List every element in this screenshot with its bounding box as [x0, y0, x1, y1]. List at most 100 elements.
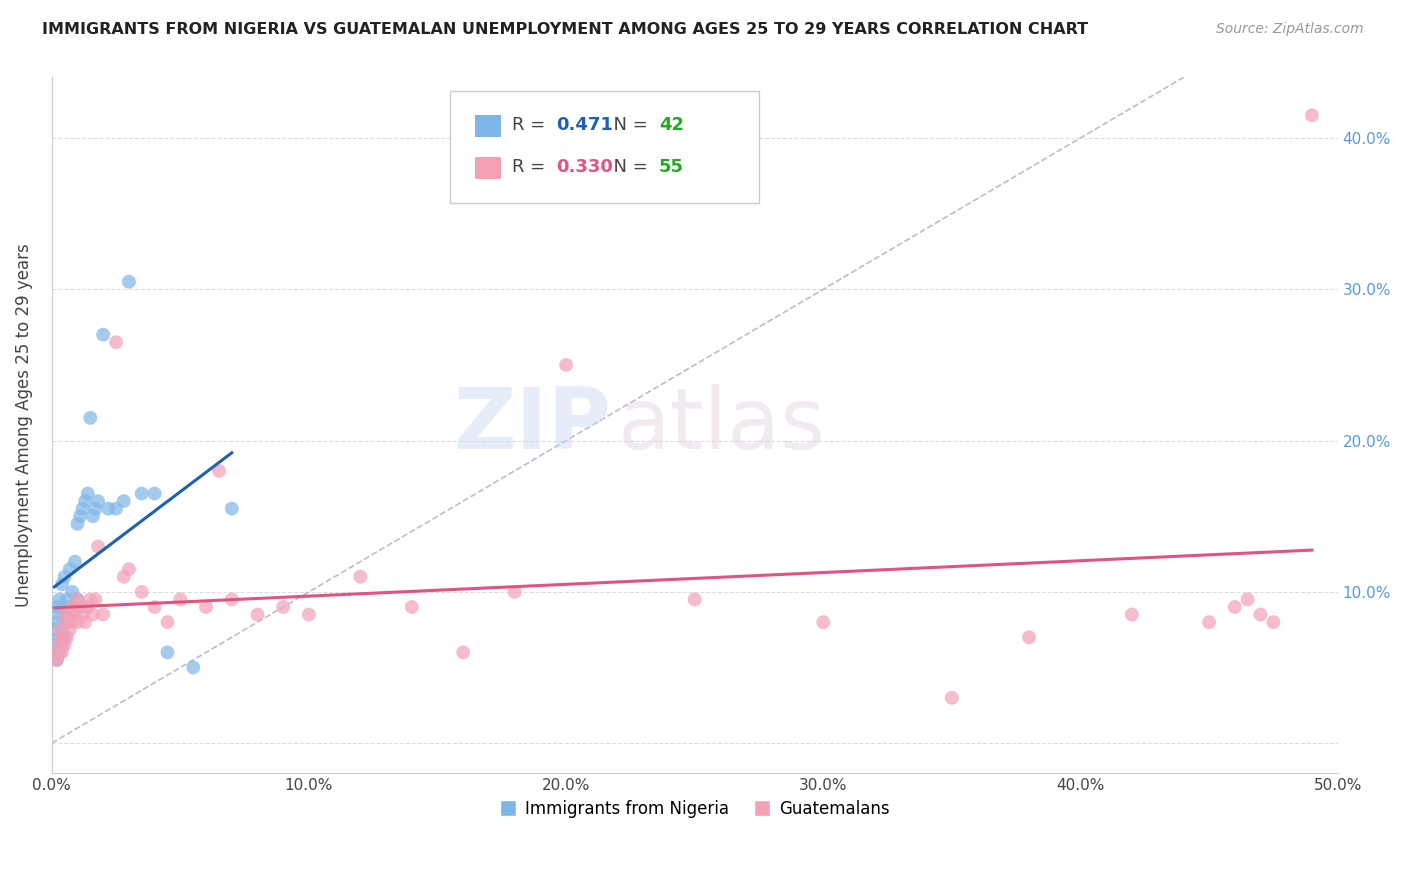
Text: ZIP: ZIP [453, 384, 612, 467]
Point [118, 275, 141, 289]
Point [97, 501, 120, 516]
Text: R =: R = [512, 158, 551, 176]
Y-axis label: Unemployment Among Ages 25 to 29 years: Unemployment Among Ages 25 to 29 years [15, 244, 32, 607]
Point [1250, 607, 1272, 622]
Point [51, 638, 73, 652]
Point [143, 486, 166, 500]
Point [60, 599, 83, 614]
Point [1018, 630, 1040, 644]
Point [69, 509, 91, 524]
Point [76, 486, 98, 500]
Point [112, 570, 135, 584]
Point [59, 599, 82, 614]
Point [45, 615, 67, 629]
Point [66, 592, 89, 607]
Point [131, 486, 153, 500]
Point [221, 592, 243, 607]
Point [51, 645, 73, 659]
Point [298, 607, 321, 622]
Point [45, 653, 67, 667]
Point [59, 607, 82, 622]
FancyBboxPatch shape [475, 157, 501, 179]
Point [82, 509, 104, 524]
Point [1223, 599, 1246, 614]
Point [60, 585, 83, 599]
Point [84, 592, 107, 607]
Point [59, 562, 82, 576]
Point [48, 592, 70, 607]
Point [91, 327, 114, 342]
Point [1121, 607, 1143, 622]
Point [63, 607, 86, 622]
Point [156, 645, 179, 659]
Point [195, 599, 218, 614]
Point [48, 607, 70, 622]
Point [813, 615, 835, 629]
Point [1301, 108, 1323, 122]
Point [51, 577, 73, 591]
Point [91, 607, 114, 622]
Point [75, 615, 97, 629]
FancyBboxPatch shape [450, 91, 759, 202]
Point [555, 358, 578, 372]
Point [44, 623, 66, 637]
Legend: Immigrants from Nigeria, Guatemalans: Immigrants from Nigeria, Guatemalans [494, 793, 896, 824]
Point [169, 592, 191, 607]
Point [75, 494, 97, 508]
Text: R =: R = [512, 116, 551, 134]
Point [66, 615, 89, 629]
Text: N =: N = [602, 158, 654, 176]
FancyBboxPatch shape [475, 115, 501, 137]
Point [60, 607, 83, 622]
Point [401, 599, 423, 614]
Text: 55: 55 [658, 158, 683, 176]
Point [156, 615, 179, 629]
Point [44, 638, 66, 652]
Point [181, 660, 204, 674]
Text: IMMIGRANTS FROM NIGERIA VS GUATEMALAN UNEMPLOYMENT AMONG AGES 25 TO 29 YEARS COR: IMMIGRANTS FROM NIGERIA VS GUATEMALAN UN… [42, 22, 1088, 37]
Point [44, 645, 66, 659]
Point [76, 599, 98, 614]
Text: 0.471: 0.471 [555, 116, 613, 134]
Point [72, 607, 94, 622]
Point [1198, 615, 1220, 629]
Point [48, 638, 70, 652]
Point [59, 623, 82, 637]
Text: 0.330: 0.330 [555, 158, 613, 176]
Point [271, 599, 294, 614]
Point [53, 638, 76, 652]
Point [72, 501, 94, 516]
Point [221, 501, 243, 516]
Point [63, 555, 86, 569]
Text: N =: N = [602, 116, 654, 134]
Point [82, 607, 104, 622]
Point [51, 623, 73, 637]
Point [1263, 615, 1285, 629]
Point [451, 645, 474, 659]
Point [118, 562, 141, 576]
Point [105, 335, 128, 350]
Text: Source: ZipAtlas.com: Source: ZipAtlas.com [1216, 22, 1364, 37]
Point [131, 585, 153, 599]
Point [53, 630, 76, 644]
Point [66, 516, 89, 531]
Text: atlas: atlas [617, 384, 825, 467]
Point [60, 615, 83, 629]
Point [48, 623, 70, 637]
Point [112, 494, 135, 508]
Point [79, 410, 101, 425]
Point [56, 630, 79, 644]
Point [56, 592, 79, 607]
Point [87, 540, 110, 554]
Point [66, 592, 89, 607]
Point [683, 592, 706, 607]
Point [53, 570, 76, 584]
Point [84, 501, 107, 516]
Text: 42: 42 [658, 116, 683, 134]
Point [143, 599, 166, 614]
Point [48, 645, 70, 659]
Point [1236, 592, 1258, 607]
Point [69, 599, 91, 614]
Point [87, 494, 110, 508]
Point [51, 630, 73, 644]
